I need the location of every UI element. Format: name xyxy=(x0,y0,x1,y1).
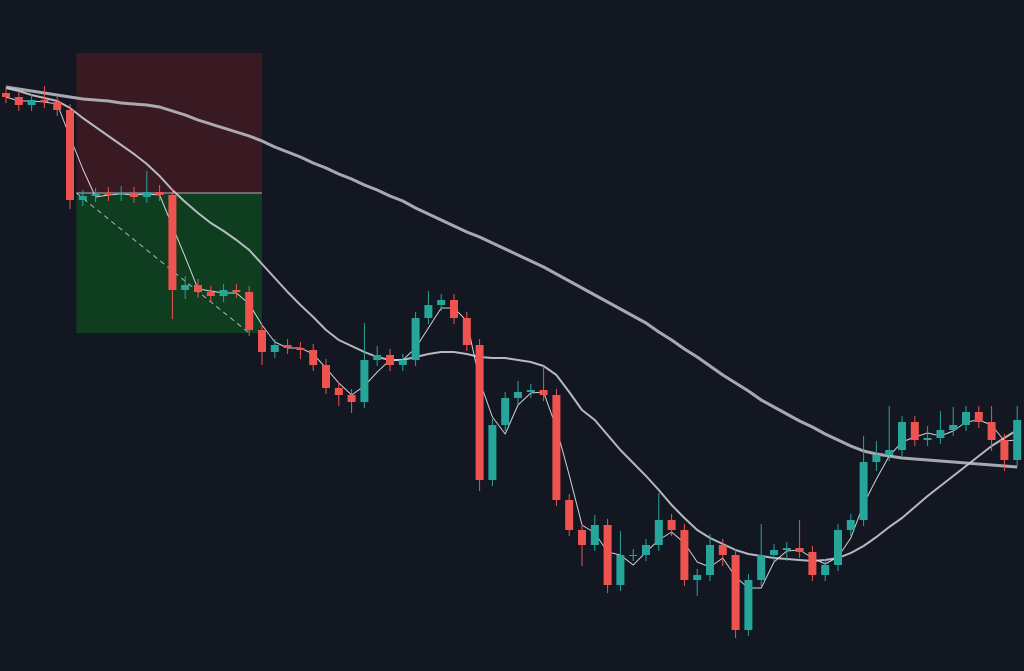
candle-body xyxy=(142,192,151,197)
candle-body xyxy=(347,395,356,402)
candle-body xyxy=(296,348,305,350)
candle-body xyxy=(654,520,663,545)
candle-body xyxy=(1013,420,1022,460)
candle-body xyxy=(859,462,868,520)
candle-body xyxy=(936,430,945,438)
candle-body xyxy=(1000,440,1009,460)
candle-body xyxy=(923,438,932,440)
candle-body xyxy=(270,345,279,352)
candle-body xyxy=(616,555,625,585)
candle-body xyxy=(309,350,318,365)
candle-body xyxy=(910,422,919,440)
candle-body xyxy=(872,455,881,462)
candle-body xyxy=(206,292,215,296)
candle-body xyxy=(104,194,113,195)
candle-body xyxy=(949,425,958,430)
candle-body xyxy=(680,530,689,580)
candle-body xyxy=(283,345,292,348)
candle-body xyxy=(437,300,446,305)
candle-body xyxy=(706,545,714,575)
candle-body xyxy=(130,193,138,197)
candle-body xyxy=(91,194,100,196)
candle-body xyxy=(219,290,228,296)
candle-body xyxy=(117,193,126,195)
candle-body xyxy=(232,290,241,292)
stop-zone xyxy=(76,53,263,193)
candle-body xyxy=(411,318,420,360)
candle-body xyxy=(424,305,433,318)
candle-body xyxy=(514,392,522,398)
candle-body xyxy=(808,552,817,575)
candle-body xyxy=(898,422,906,450)
candle-body xyxy=(181,285,190,290)
candle-body xyxy=(834,530,842,565)
candle-body xyxy=(168,195,177,290)
candle-body xyxy=(450,300,458,318)
candle-body xyxy=(962,412,970,425)
candle-body xyxy=(386,355,394,365)
candle-body xyxy=(590,525,599,545)
candle-body xyxy=(27,100,36,105)
candle-body xyxy=(501,398,510,425)
candle-body xyxy=(245,292,254,330)
candle-body xyxy=(526,390,535,392)
candle-body xyxy=(642,545,650,555)
candle-body xyxy=(53,102,62,110)
candle-body xyxy=(578,530,586,545)
trade-path xyxy=(76,192,250,334)
candle-body xyxy=(488,425,497,480)
candle-body xyxy=(770,550,778,555)
candle-body xyxy=(846,520,855,530)
candle-body xyxy=(194,285,202,292)
candle-body xyxy=(360,360,369,402)
candle-body xyxy=(334,388,343,395)
candle-body xyxy=(757,555,766,580)
candle-body xyxy=(782,548,791,550)
candle-body xyxy=(462,318,471,345)
candle-body xyxy=(603,525,612,585)
candle-body xyxy=(373,355,382,360)
candle-body xyxy=(821,565,830,575)
moving-average xyxy=(5,87,1018,562)
candle-body xyxy=(744,580,753,630)
candle-body xyxy=(667,520,676,530)
candle-body xyxy=(155,192,164,195)
moving-average xyxy=(5,85,1018,469)
candle-body xyxy=(693,575,702,580)
candle-body xyxy=(974,412,983,422)
candle-body xyxy=(322,365,330,388)
candle-body xyxy=(14,97,23,105)
candle-body xyxy=(539,390,548,395)
candle-body xyxy=(731,555,740,630)
candle-body xyxy=(66,110,74,200)
candle-body xyxy=(398,360,407,365)
candle-body xyxy=(475,345,484,480)
candle-body xyxy=(2,93,10,97)
candle-body xyxy=(78,196,87,200)
candle-body xyxy=(718,545,727,555)
candle-body xyxy=(987,422,996,440)
candle-body xyxy=(565,500,574,530)
candle-body xyxy=(885,450,894,455)
candle-body xyxy=(258,330,266,352)
candle-body xyxy=(629,555,638,556)
candle-body xyxy=(552,395,561,500)
candle-body xyxy=(795,548,804,552)
candle-body xyxy=(40,100,49,102)
